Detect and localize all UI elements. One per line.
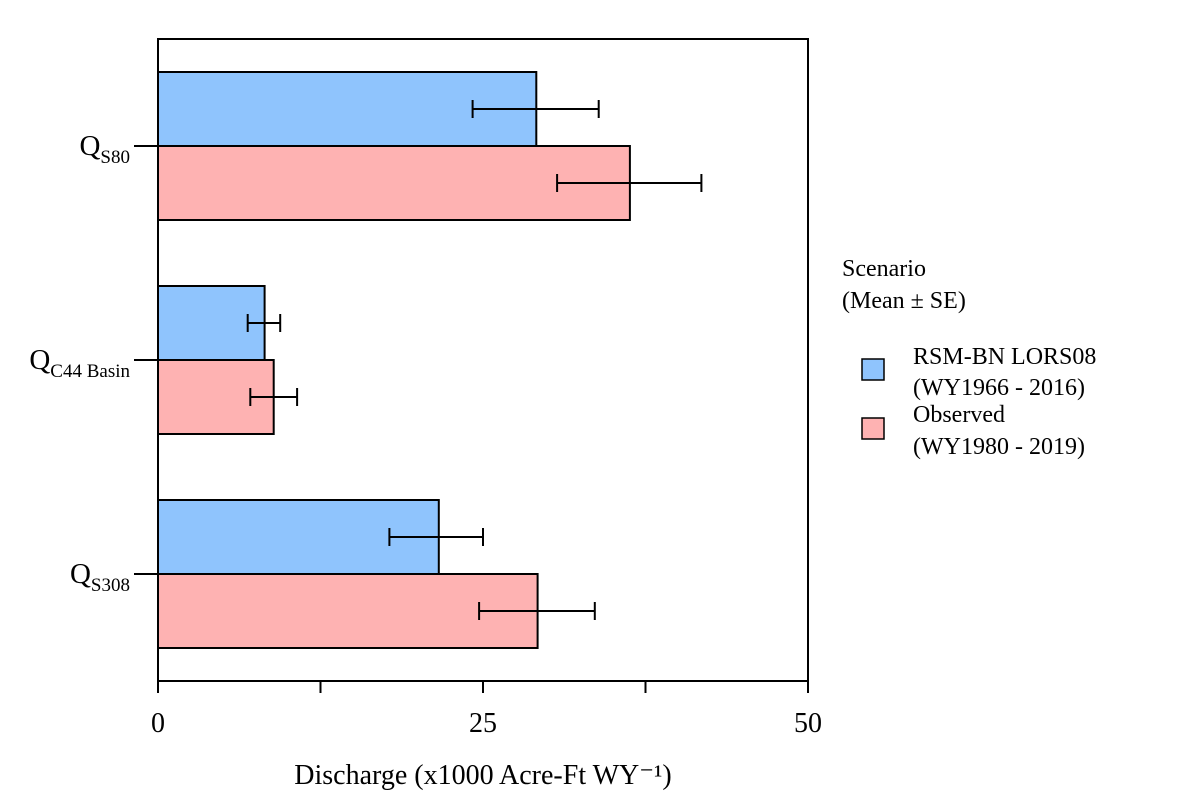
legend: Scenario (Mean ± SE) RSM-BN LORS08 (WY19… (842, 256, 1096, 460)
category-label: QC44 Basin (29, 344, 130, 382)
legend-label-observed-line2: (WY1980 - 2019) (913, 434, 1085, 460)
legend-swatch-rsm (861, 358, 885, 381)
legend-label-rsm-line1: RSM-BN LORS08 (913, 344, 1096, 370)
x-tick-label: 50 (794, 708, 822, 739)
bar-series1-cat0 (157, 145, 631, 221)
bars-layer (157, 71, 631, 649)
error-bar-series0-cat2 (388, 528, 484, 546)
legend-label-rsm-line2: (WY1966 - 2016) (913, 375, 1085, 401)
error-bar-series1-cat2 (478, 602, 596, 620)
y-axis: QS80 QC44 Basin QS308 (29, 130, 158, 596)
error-bars-layer (246, 100, 703, 620)
legend-swatch-observed (861, 417, 885, 440)
legend-title-line1: Scenario (842, 256, 926, 282)
error-bar-series1-cat1 (249, 388, 299, 406)
error-bar-series0-cat1 (246, 314, 282, 332)
x-axis-title: Discharge (x1000 Acre-Ft WY⁻¹) (294, 760, 672, 791)
category-label: QS80 (79, 130, 130, 168)
error-bar-series1-cat0 (556, 174, 703, 192)
x-axis: 0 25 50 (151, 681, 822, 739)
legend-title-line2: (Mean ± SE) (842, 288, 966, 314)
x-tick-label: 25 (469, 708, 497, 739)
error-bar-series0-cat0 (471, 100, 600, 118)
category-label: QS308 (70, 558, 130, 596)
x-tick-label: 0 (151, 708, 165, 739)
legend-label-observed-line1: Observed (913, 402, 1005, 428)
